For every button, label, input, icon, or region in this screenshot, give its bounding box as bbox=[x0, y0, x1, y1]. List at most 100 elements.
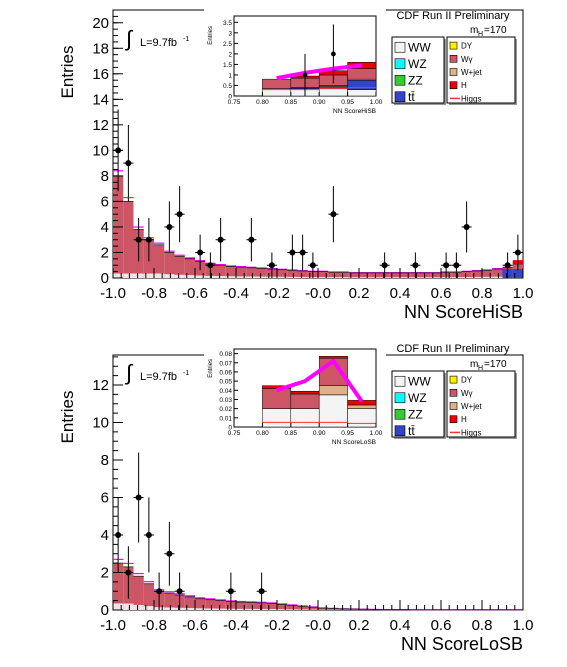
ww-bar bbox=[338, 277, 349, 278]
inset-y-tick-label: 0.03 bbox=[219, 397, 232, 404]
legend-swatch bbox=[394, 41, 406, 53]
inset-y-tick-label: 0 bbox=[228, 425, 232, 432]
panel-2: 0 2 4 6 8 10 12 -1.0 -0.8 -0.6 -0.4 -0.2 -0.0 0.2 0.4 0… bbox=[58, 341, 533, 654]
legend-label: H bbox=[461, 81, 467, 90]
bkg-bar bbox=[461, 271, 472, 278]
y-tick-label: 10 bbox=[92, 415, 109, 432]
inset-wgamma-bar bbox=[262, 388, 292, 409]
bkg-bar bbox=[123, 201, 134, 278]
inset-y-axis-label: Entries bbox=[208, 359, 214, 378]
header-text: CDF Run II Preliminary bbox=[396, 10, 510, 22]
x-tick-label: -0.8 bbox=[141, 285, 167, 302]
bkg-bar bbox=[184, 596, 195, 610]
data-point bbox=[299, 249, 306, 256]
bkg-bar bbox=[154, 244, 165, 278]
y-tick-label: 4 bbox=[101, 527, 109, 544]
x-tick-label: 0.8 bbox=[472, 285, 493, 302]
tt-bar bbox=[512, 269, 523, 278]
ww-bar bbox=[164, 274, 175, 278]
inset-y-tick-label: 2 bbox=[228, 51, 232, 58]
x-tick-label: -1.0 bbox=[100, 285, 126, 302]
bkg-bar bbox=[277, 604, 288, 610]
lumi-superscript: -1 bbox=[183, 36, 189, 43]
bkg-bar bbox=[338, 272, 349, 278]
data-point bbox=[412, 262, 419, 269]
data-point bbox=[330, 211, 337, 218]
lumi-label: L=9.7fb bbox=[140, 371, 177, 383]
ww-bar bbox=[492, 276, 503, 278]
y-axis-label: Entries bbox=[58, 391, 77, 444]
mass-label: m bbox=[470, 359, 478, 370]
legend-swatch bbox=[394, 58, 406, 70]
lumi-superscript: -1 bbox=[183, 370, 189, 377]
bkg-bar bbox=[246, 602, 257, 610]
x-tick-label: 0.6 bbox=[431, 617, 452, 634]
inset-x-tick-label: 0.80 bbox=[256, 99, 269, 106]
ww-bar bbox=[246, 608, 257, 610]
inset-y-tick-label: 0.04 bbox=[219, 388, 232, 395]
inset-wgamma-bar bbox=[347, 68, 377, 80]
data-point bbox=[197, 249, 204, 256]
data-point bbox=[125, 569, 132, 576]
ww-bar bbox=[277, 609, 288, 610]
data-point bbox=[156, 588, 163, 595]
legend-label: W+jet bbox=[461, 68, 482, 77]
bkg-bar bbox=[225, 266, 236, 278]
inset-y-tick-label: 1.5 bbox=[223, 62, 232, 69]
bkg-bar bbox=[338, 608, 349, 610]
x-tick-label: -0.4 bbox=[223, 285, 249, 302]
inset-wgamma-bar bbox=[290, 393, 320, 409]
x-tick-label: -0.6 bbox=[182, 285, 208, 302]
ww-bar bbox=[318, 277, 329, 278]
inset-x-tick-label: 0.80 bbox=[256, 430, 269, 437]
bkg-bar bbox=[256, 268, 267, 278]
bkg-bar bbox=[369, 272, 380, 278]
bkg-bar bbox=[297, 270, 308, 278]
data-point bbox=[125, 160, 132, 167]
inset-ww-bar bbox=[262, 408, 292, 428]
ww-bar bbox=[287, 609, 298, 610]
ww-bar bbox=[195, 608, 206, 610]
ww-bar bbox=[246, 276, 257, 278]
bkg-bar bbox=[430, 272, 441, 278]
bkg-bar bbox=[236, 267, 247, 278]
ww-bar bbox=[389, 277, 400, 278]
data-point bbox=[463, 223, 470, 230]
data-point bbox=[217, 236, 224, 243]
ww-bar bbox=[256, 276, 267, 278]
ww-bar bbox=[215, 276, 226, 278]
legend-label: Higgs bbox=[461, 428, 481, 437]
integral-symbol: ∫ bbox=[124, 360, 134, 385]
y-tick-label: 0 bbox=[101, 270, 109, 287]
x-tick-label: 1.0 bbox=[513, 617, 534, 634]
ww-bar bbox=[113, 603, 124, 610]
bkg-bar bbox=[389, 272, 400, 278]
data-point bbox=[443, 262, 450, 269]
header-text: CDF Run II Preliminary bbox=[396, 343, 510, 355]
data-point bbox=[135, 236, 142, 243]
y-tick-label: 6 bbox=[101, 490, 109, 507]
bkg-bar bbox=[164, 252, 175, 278]
legend-label: H bbox=[461, 415, 467, 424]
bkg-bar bbox=[113, 563, 124, 610]
inset-y-tick-label: 0.07 bbox=[219, 360, 232, 367]
inset-x-tick-label: 0.90 bbox=[313, 99, 326, 106]
ww-bar bbox=[123, 603, 134, 610]
x-tick-label: -0.6 bbox=[182, 617, 208, 634]
inset-x-tick-label: 0.85 bbox=[284, 430, 297, 437]
legend-swatch bbox=[449, 68, 458, 76]
ww-bar bbox=[143, 606, 154, 610]
x-tick-label: -0.8 bbox=[141, 617, 167, 634]
x-tick-label: 0.2 bbox=[349, 285, 370, 302]
ww-bar bbox=[461, 277, 472, 278]
x-tick-label: -0.0 bbox=[305, 617, 331, 634]
inset-ww-bar bbox=[318, 394, 348, 428]
inset-y-tick-label: 0 bbox=[228, 94, 232, 101]
lumi-label: L=9.7fb bbox=[140, 37, 177, 49]
ww-bar bbox=[482, 276, 493, 278]
inset-h-bar bbox=[318, 356, 348, 359]
legend-swatch bbox=[449, 402, 458, 410]
data-point bbox=[514, 249, 521, 256]
legend-label: WZ bbox=[408, 57, 427, 71]
